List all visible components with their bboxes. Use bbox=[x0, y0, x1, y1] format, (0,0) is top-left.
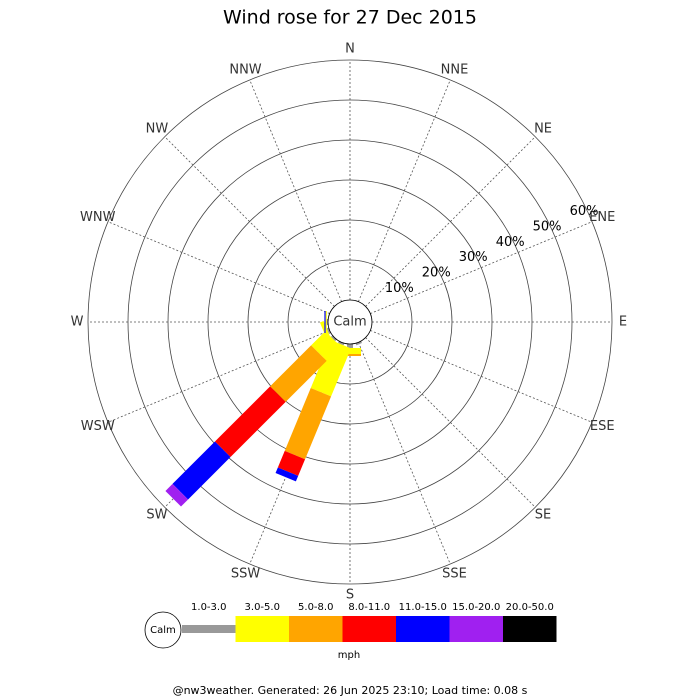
direction-label: NNE bbox=[441, 62, 469, 77]
legend: Calm mph 1.0-3.0 3.0-5.0 5.0-8.0 8.0-11.0 11… bbox=[144, 602, 557, 661]
bar-segment bbox=[165, 483, 189, 507]
legend-calm-label: Calm bbox=[150, 625, 176, 636]
footer: @nw3weather. Generated: 26 Jun 2025 23:1… bbox=[173, 684, 528, 697]
grid: N NNE NE ENE E ESE SE SSE S SSW SW WSW W WNW NW NNW 10% 2… bbox=[71, 42, 628, 603]
direction-label: WNW bbox=[80, 210, 116, 225]
legend-swatch bbox=[503, 616, 557, 642]
spoke bbox=[365, 337, 536, 508]
ring bbox=[87, 59, 613, 585]
bar-segment bbox=[324, 311, 326, 333]
legend-label: 3.0-5.0 bbox=[245, 602, 280, 613]
direction-label: WSW bbox=[81, 419, 115, 434]
spoke bbox=[164, 136, 335, 307]
ring-label: 40% bbox=[496, 235, 525, 250]
legend-swatch bbox=[289, 616, 343, 642]
spoke bbox=[365, 136, 536, 307]
legend-label: 5.0-8.0 bbox=[298, 602, 333, 613]
legend-label: 20.0-50.0 bbox=[506, 602, 554, 613]
bar-segment bbox=[355, 341, 362, 346]
legend-swatch bbox=[342, 616, 396, 642]
bar-segment bbox=[275, 467, 299, 482]
legend-swatch bbox=[182, 625, 236, 633]
ring-label: 50% bbox=[533, 220, 562, 235]
legend-label: 1.0-3.0 bbox=[191, 602, 226, 613]
chart-title: Wind rose for 27 Dec 2015 bbox=[223, 7, 477, 29]
bar-segment bbox=[338, 341, 345, 346]
direction-label: SW bbox=[146, 508, 167, 523]
bar-segment bbox=[347, 344, 353, 348]
legend-label: 11.0-15.0 bbox=[399, 602, 447, 613]
ring-label: 60% bbox=[570, 204, 599, 219]
direction-label: E bbox=[619, 315, 627, 330]
ring-label: 30% bbox=[459, 250, 488, 265]
bar-segment bbox=[172, 441, 231, 500]
bars bbox=[165, 311, 362, 507]
calm-circle bbox=[327, 299, 373, 345]
legend-calm-circle bbox=[144, 611, 182, 649]
spoke bbox=[249, 79, 342, 302]
direction-label: W bbox=[71, 315, 84, 330]
legend-swatch bbox=[449, 616, 503, 642]
spoke bbox=[358, 342, 451, 565]
direction-label: ESE bbox=[590, 419, 615, 434]
direction-label: ENE bbox=[589, 210, 615, 225]
calm-label: Calm bbox=[333, 315, 366, 330]
direction-label: SSE bbox=[442, 567, 467, 582]
ring-label: 10% bbox=[385, 281, 414, 296]
legend-label: 8.0-11.0 bbox=[348, 602, 390, 613]
bar-segment bbox=[326, 327, 331, 334]
legend-swatch bbox=[396, 616, 450, 642]
legend-unit: mph bbox=[338, 650, 360, 661]
bar-segment bbox=[214, 386, 286, 458]
direction-label: N bbox=[345, 42, 355, 57]
direction-label: SSW bbox=[231, 567, 261, 582]
bar-segment bbox=[310, 339, 351, 397]
direction-label: S bbox=[346, 588, 354, 603]
spoke bbox=[107, 221, 330, 314]
spoke bbox=[107, 330, 330, 423]
bar-segment bbox=[270, 345, 327, 402]
spoke bbox=[358, 79, 451, 302]
direction-label: NNW bbox=[229, 62, 261, 77]
direction-label: NW bbox=[146, 121, 169, 136]
bar-segment bbox=[325, 311, 327, 333]
spoke bbox=[370, 221, 593, 314]
ring-label: 20% bbox=[422, 265, 451, 280]
bar-segment bbox=[284, 388, 332, 460]
spoke bbox=[370, 330, 593, 423]
direction-label: SE bbox=[535, 508, 551, 523]
bar-segment bbox=[311, 331, 341, 361]
legend-label: 15.0-20.0 bbox=[452, 602, 500, 613]
direction-label: NE bbox=[534, 121, 552, 136]
bar-segment bbox=[277, 450, 306, 476]
bar-segment bbox=[330, 335, 337, 342]
legend-swatch bbox=[235, 616, 289, 642]
